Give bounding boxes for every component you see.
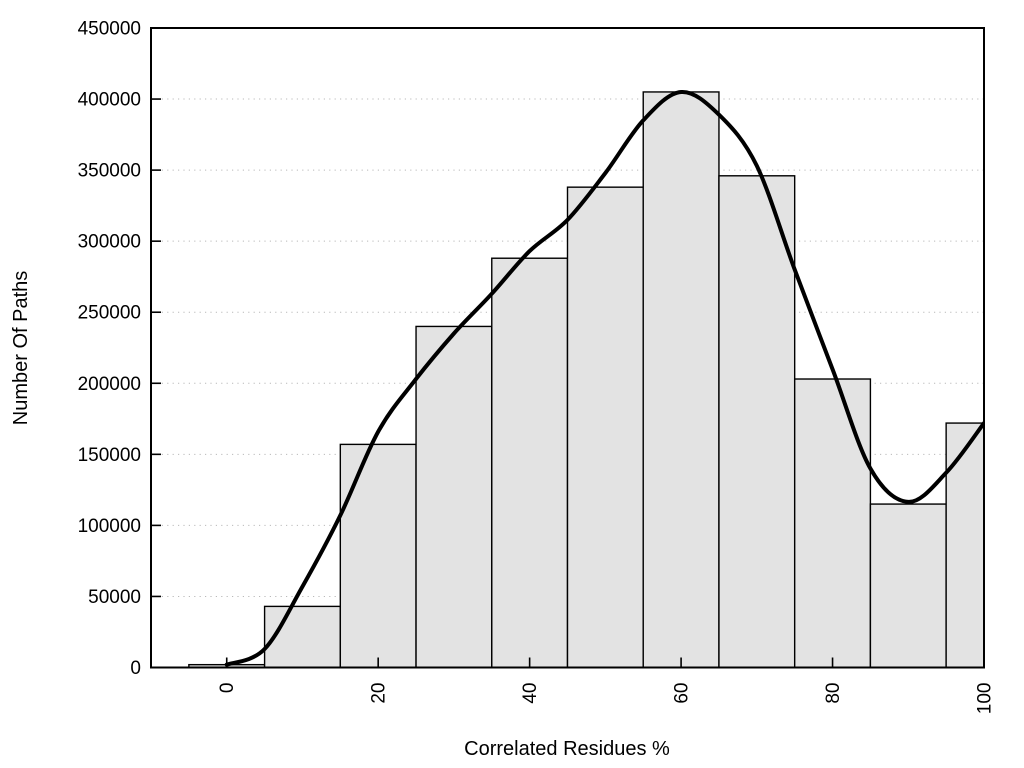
x-tick-label: 20 [369,683,390,704]
x-axis-title: Correlated Residues % [464,738,670,760]
x-tick-label: 40 [520,683,541,704]
histogram-bar [642,91,720,668]
axis-layer: 0 50000 100000 150000 200000 250000 300000 3500… [78,19,996,715]
histogram-bar [566,186,644,668]
histogram-bar [718,175,796,668]
y-tick-label: 0 [130,658,141,679]
x-tick-label: 80 [823,683,844,704]
density-curve [224,89,984,667]
y-tick-label: 250000 [78,303,141,324]
x-tick-label: 0 [217,683,238,694]
y-tick-label: 150000 [78,445,141,466]
x-tick-label: 100 [975,683,996,715]
histogram-bar [869,503,947,668]
label-layer: Correlated Residues % Number Of Paths [10,271,670,760]
histogram-bar [793,378,872,668]
y-tick-label: 300000 [78,232,141,253]
histogram-bar [491,257,569,668]
y-tick-label: 450000 [78,19,141,40]
plot-border [150,27,985,669]
y-tick-label: 350000 [78,161,141,182]
histogram-bar [339,443,417,668]
y-tick-label: 100000 [78,516,141,537]
histogram-bar [415,325,493,668]
y-tick-label: 50000 [88,587,141,608]
y-axis-title: Number Of Paths [10,271,32,426]
y-tick-label: 200000 [78,374,141,395]
y-tick-label: 400000 [78,90,141,111]
bar-layer [188,91,984,668]
histogram-bar [263,605,342,668]
curve-layer [224,89,984,667]
x-tick-label: 60 [672,683,693,704]
